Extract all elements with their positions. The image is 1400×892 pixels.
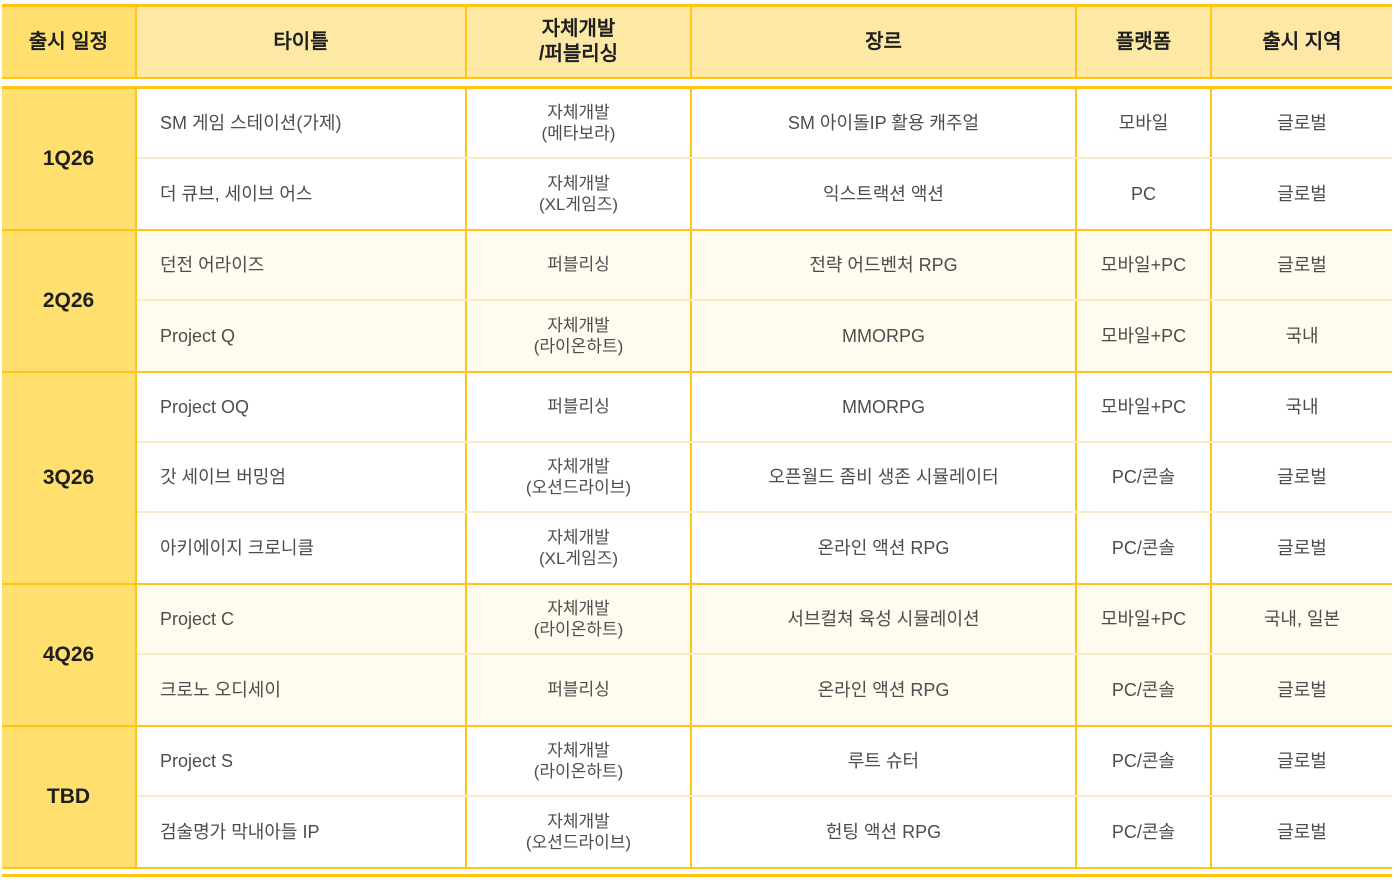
header-region: 출시 지역 [1212,7,1392,79]
cell-genre: 온라인 액션 RPG [692,513,1077,583]
header-title: 타이틀 [137,7,467,79]
cell-region: 글로벌 [1277,183,1327,204]
quarter-label: 4Q26 [2,585,137,725]
cell-dev-publishing: 자체개발 (라이온하트) [467,727,692,795]
cell-title: Project Q [137,301,467,371]
cell-platform: 모바일 [1077,89,1212,157]
cell-region: 글로벌 [1277,537,1327,558]
cell-region: 국내, 일본 [1263,608,1341,629]
quarter-label: 2Q26 [2,231,137,371]
cell-region: 글로벌 [1277,821,1327,842]
cell-region: 글로벌 [1277,254,1327,275]
cell-title: Project OQ [137,373,467,441]
cell-platform: PC/콘솔 [1077,443,1212,511]
quarter-label: TBD [2,727,137,867]
table-row: 던전 어라이즈 퍼블리싱 전략 어드벤처 RPG 모바일+PC 글로벌 [137,231,1392,301]
cell-dev-publishing: 자체개발 (XL게임즈) [467,159,692,229]
header-dev-publishing: 자체개발 /퍼블리싱 [467,7,692,79]
header-platform: 플랫폼 [1077,7,1212,79]
cell-region: 글로벌 [1277,112,1327,133]
cell-genre: MMORPG [692,301,1077,371]
cell-dev-publishing: 자체개발 (오션드라이브) [467,443,692,511]
cell-platform: 모바일+PC [1077,301,1212,371]
header-release-schedule: 출시 일정 [2,7,137,79]
cell-title: Project C [137,585,467,653]
cell-genre: 헌팅 액션 RPG [692,797,1077,867]
cell-region: 국내 [1285,325,1319,346]
cell-title: SM 게임 스테이션(가제) [137,89,467,157]
quarter-group-tbd: TBD Project S 자체개발 (라이온하트) 루트 슈터 PC/콘솔 글… [2,727,1392,867]
table-row: SM 게임 스테이션(가제) 자체개발 (메타보라) SM 아이돌IP 활용 캐… [137,89,1392,159]
header-genre: 장르 [692,7,1077,79]
cell-platform: PC/콘솔 [1077,513,1212,583]
table-row: 검술명가 막내아들 IP 자체개발 (오션드라이브) 헌팅 액션 RPG PC/… [137,797,1392,867]
quarter-group-1q26: 1Q26 SM 게임 스테이션(가제) 자체개발 (메타보라) SM 아이돌IP… [2,89,1392,231]
cell-platform: 모바일+PC [1077,231,1212,299]
cell-title: 던전 어라이즈 [137,231,467,299]
cell-title: 더 큐브, 세이브 어스 [137,159,467,229]
quarter-group-2q26: 2Q26 던전 어라이즈 퍼블리싱 전략 어드벤처 RPG 모바일+PC 글로벌… [2,231,1392,373]
cell-genre: 서브컬쳐 육성 시뮬레이션 [692,585,1077,653]
cell-genre: 루트 슈터 [692,727,1077,795]
cell-platform: PC [1077,159,1212,229]
cell-platform: PC/콘솔 [1077,797,1212,867]
cell-dev-publishing: 자체개발 (라이온하트) [467,585,692,653]
table-body: 1Q26 SM 게임 스테이션(가제) 자체개발 (메타보라) SM 아이돌IP… [2,86,1392,869]
cell-dev-publishing: 퍼블리싱 [467,655,692,725]
cell-platform: 모바일+PC [1077,585,1212,653]
quarter-label: 3Q26 [2,373,137,583]
table-row: 갓 세이브 버밍엄 자체개발 (오션드라이브) 오픈월드 좀비 생존 시뮬레이터… [137,443,1392,513]
cell-title: 검술명가 막내아들 IP [137,797,467,867]
cell-title: Project S [137,727,467,795]
table-row: Project S 자체개발 (라이온하트) 루트 슈터 PC/콘솔 글로벌 [137,727,1392,797]
cell-genre: 익스트랙션 액션 [692,159,1077,229]
table-row: Project OQ 퍼블리싱 MMORPG 모바일+PC 국내 [137,373,1392,443]
cell-region: 글로벌 [1277,466,1327,487]
cell-dev-publishing: 자체개발 (메타보라) [467,89,692,157]
table-row: 더 큐브, 세이브 어스 자체개발 (XL게임즈) 익스트랙션 액션 PC 글로… [137,159,1392,229]
cell-title: 갓 세이브 버밍엄 [137,443,467,511]
table-row: 아키에이지 크로니클 자체개발 (XL게임즈) 온라인 액션 RPG PC/콘솔… [137,513,1392,583]
cell-region: 국내 [1285,396,1319,417]
cell-title: 크로노 오디세이 [137,655,467,725]
release-schedule-table: 출시 일정 타이틀 자체개발 /퍼블리싱 장르 플랫폼 출시 지역 1Q26 S… [2,4,1392,877]
cell-dev-publishing: 자체개발 (라이온하트) [467,301,692,371]
cell-genre: 오픈월드 좀비 생존 시뮬레이터 [692,443,1077,511]
table-row: Project C 자체개발 (라이온하트) 서브컬쳐 육성 시뮬레이션 모바일… [137,585,1392,655]
cell-region: 글로벌 [1277,750,1327,771]
cell-genre: 온라인 액션 RPG [692,655,1077,725]
cell-platform: PC/콘솔 [1077,655,1212,725]
cell-title: 아키에이지 크로니클 [137,513,467,583]
cell-dev-publishing: 퍼블리싱 [467,231,692,299]
cell-platform: 모바일+PC [1077,373,1212,441]
cell-region: 글로벌 [1277,679,1327,700]
table-row: 크로노 오디세이 퍼블리싱 온라인 액션 RPG PC/콘솔 글로벌 [137,655,1392,725]
cell-genre: MMORPG [692,373,1077,441]
table-bottom-rule [2,874,1392,877]
table-row: Project Q 자체개발 (라이온하트) MMORPG 모바일+PC 국내 [137,301,1392,371]
quarter-group-3q26: 3Q26 Project OQ 퍼블리싱 MMORPG 모바일+PC 국내 갓 … [2,373,1392,585]
quarter-label: 1Q26 [2,89,137,229]
table-header-row: 출시 일정 타이틀 자체개발 /퍼블리싱 장르 플랫폼 출시 지역 [2,4,1392,79]
cell-genre: SM 아이돌IP 활용 캐주얼 [692,89,1077,157]
cell-platform: PC/콘솔 [1077,727,1212,795]
cell-genre: 전략 어드벤처 RPG [692,231,1077,299]
cell-dev-publishing: 자체개발 (오션드라이브) [467,797,692,867]
cell-dev-publishing: 자체개발 (XL게임즈) [467,513,692,583]
quarter-group-4q26: 4Q26 Project C 자체개발 (라이온하트) 서브컬쳐 육성 시뮬레이… [2,585,1392,727]
cell-dev-publishing: 퍼블리싱 [467,373,692,441]
